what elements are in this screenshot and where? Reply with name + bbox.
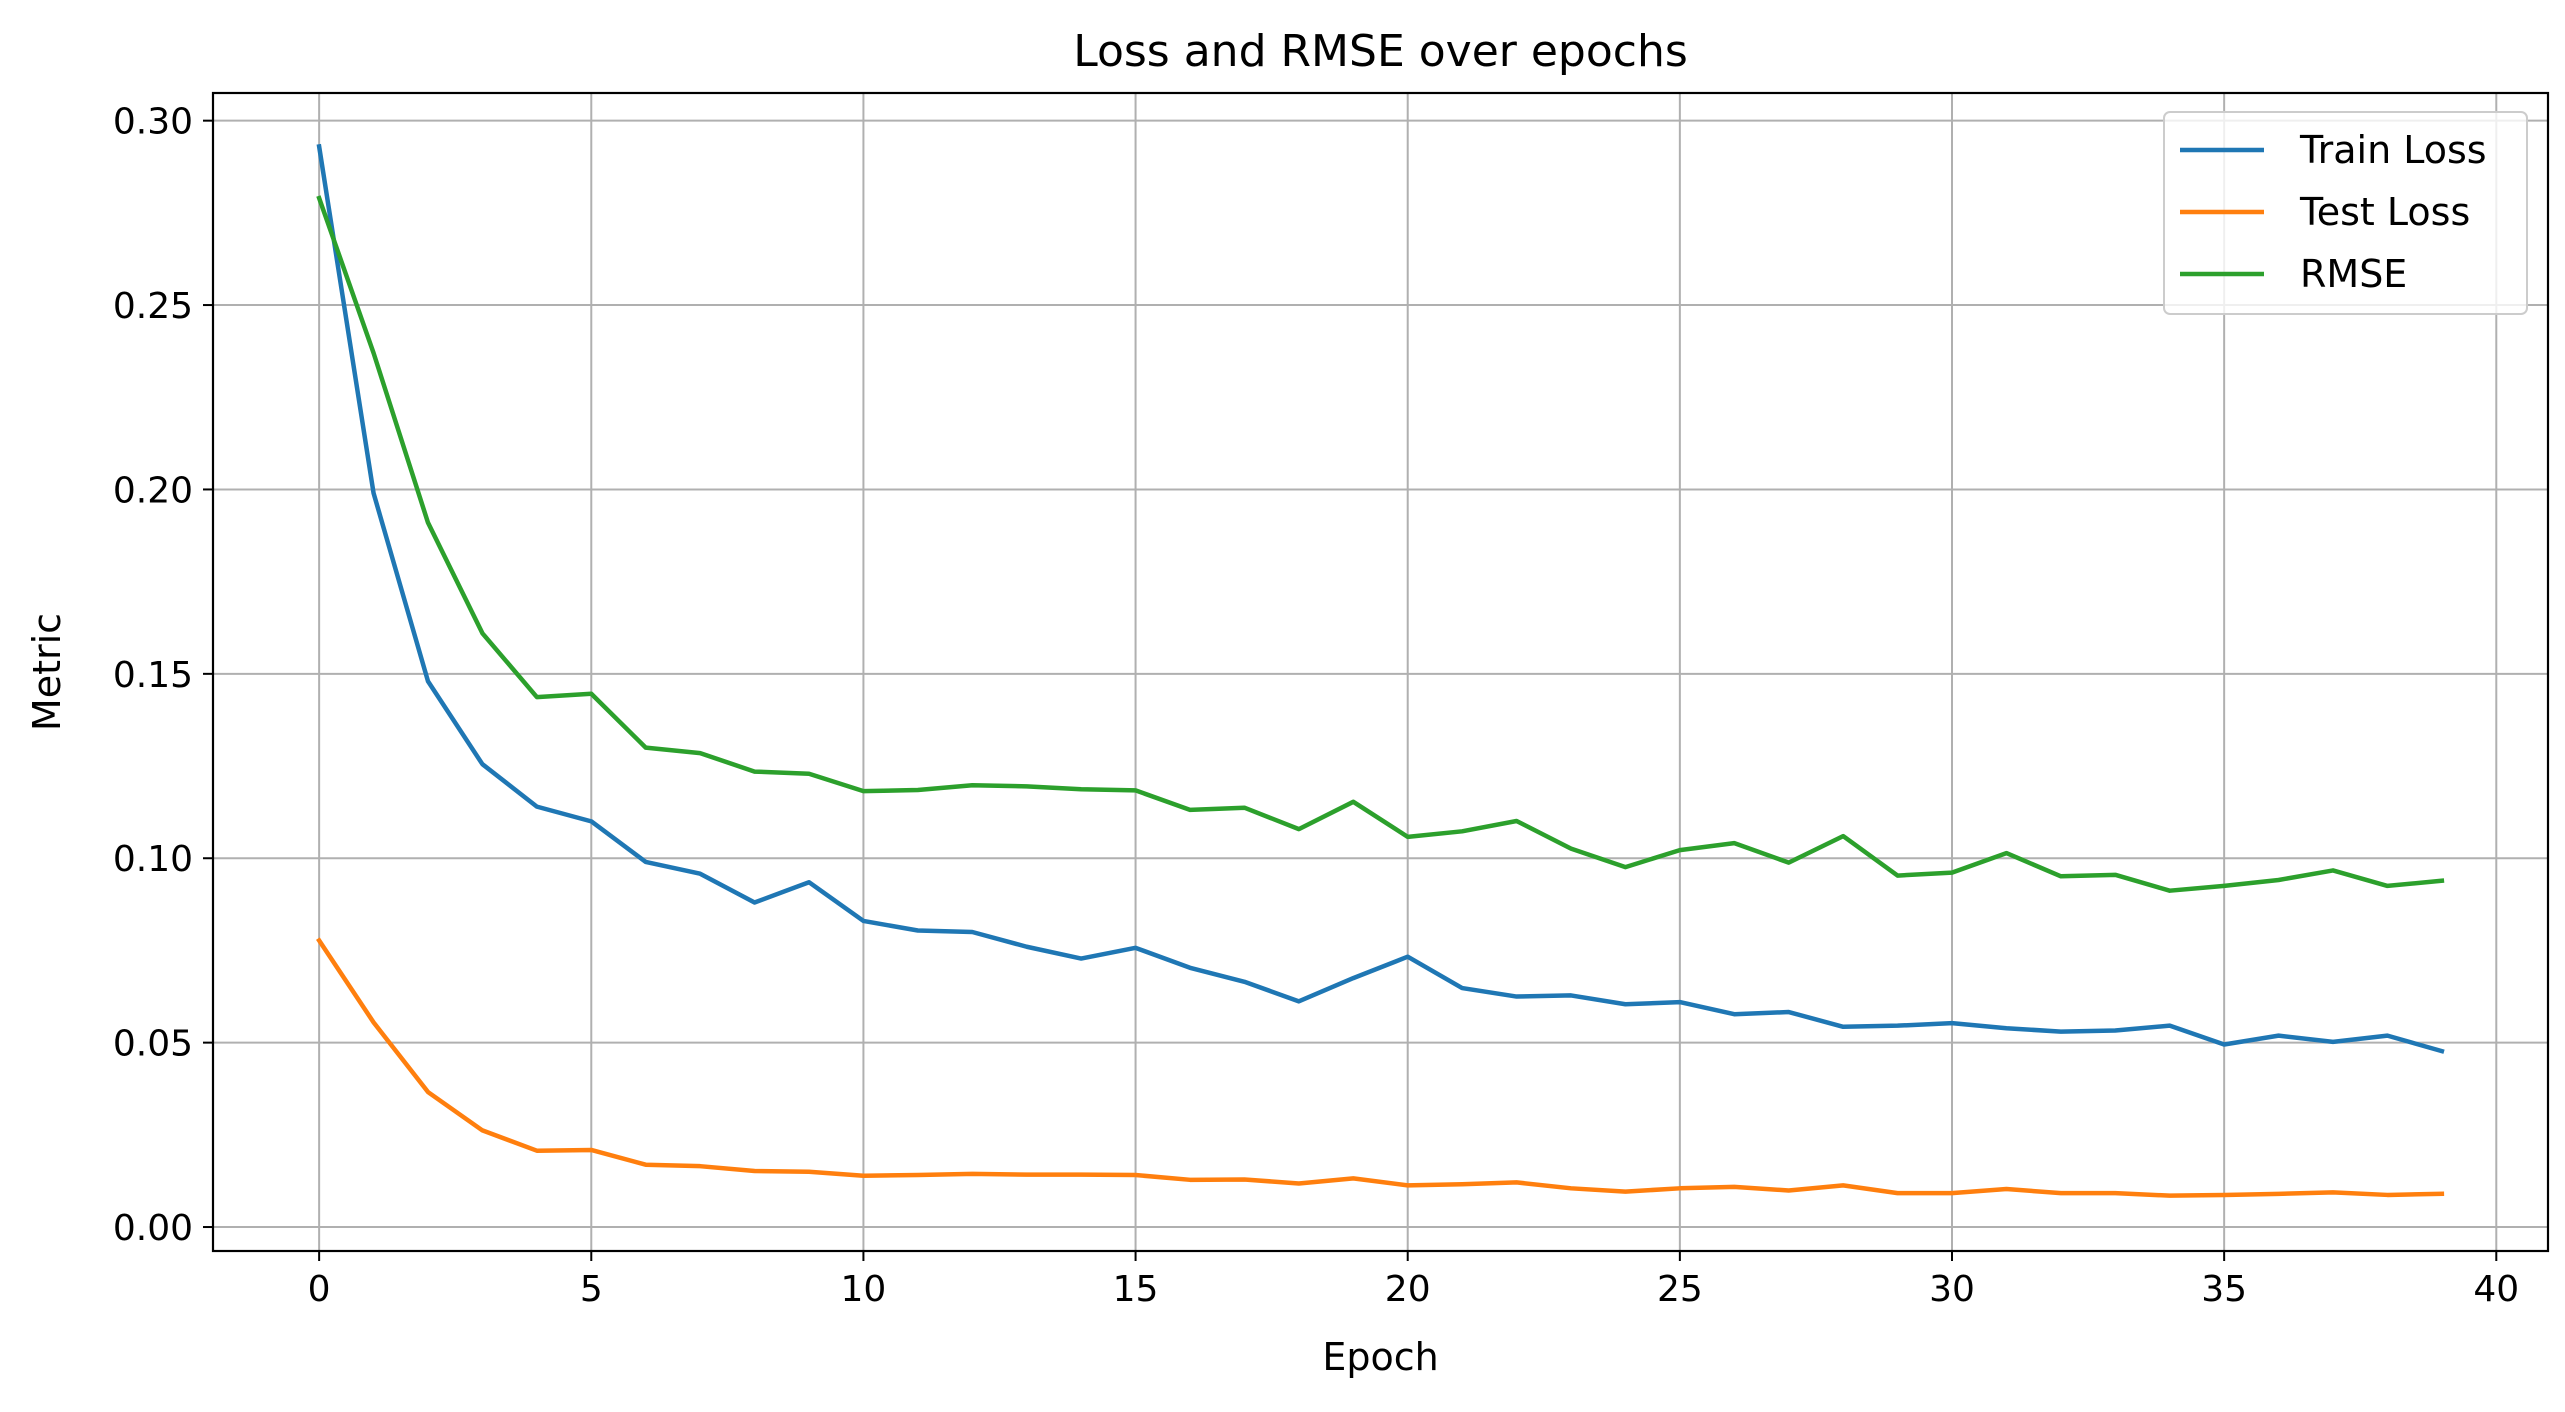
y-tick-label: 0.00 [113, 1208, 193, 1249]
y-axis-label: Metric [25, 613, 69, 731]
y-tick-label: 0.30 [113, 102, 193, 143]
x-tick-label: 35 [2201, 1269, 2247, 1310]
chart-title: Loss and RMSE over epochs [1073, 26, 1688, 77]
x-tick-label: 0 [308, 1269, 331, 1310]
series-line-rmse [316, 195, 2445, 893]
x-tick-label: 5 [580, 1269, 603, 1310]
y-tick-label: 0.15 [113, 655, 193, 696]
x-tick-label: 30 [1929, 1269, 1975, 1310]
y-tick-label: 0.05 [113, 1024, 193, 1065]
x-tick-label: 15 [1113, 1269, 1159, 1310]
legend-label: Train Loss [2299, 128, 2487, 172]
legend: Train Loss Test Loss RMSE [2163, 111, 2528, 315]
legend-box [2163, 111, 2528, 315]
axis-ticks: 0 5 10 15 20 25 30 35 40 0.00 0.05 0.10 0.15 0.20 0.25… [113, 102, 2519, 1310]
y-tick-label: 0.10 [113, 839, 193, 880]
y-tick-label: 0.20 [113, 470, 193, 511]
series-line-test-loss [316, 937, 2445, 1198]
series-line-train-loss [316, 143, 2445, 1054]
x-axis-label: Epoch [1322, 1335, 1438, 1379]
legend-label: RMSE [2300, 252, 2407, 296]
x-tick-label: 25 [1657, 1269, 1703, 1310]
legend-label: Test Loss [2299, 190, 2470, 234]
x-tick-label: 10 [841, 1269, 887, 1310]
x-tick-label: 40 [2473, 1269, 2519, 1310]
x-tick-label: 20 [1385, 1269, 1431, 1310]
y-tick-label: 0.25 [113, 286, 193, 327]
series-lines [316, 143, 2445, 1198]
plot-frame [211, 91, 2550, 1253]
